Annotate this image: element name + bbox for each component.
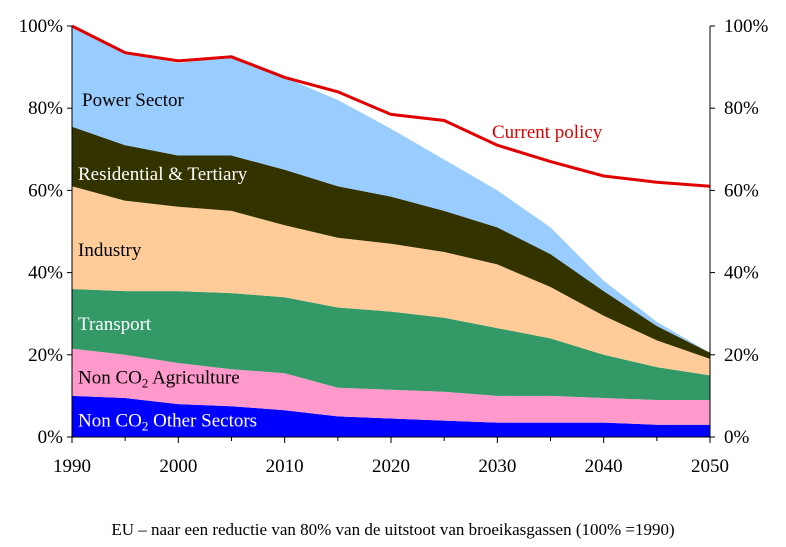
series-label-power-sector: Power Sector <box>82 90 185 111</box>
area-residential-tertiary <box>72 126 710 359</box>
y-tick-label-right: 80% <box>724 98 759 119</box>
x-tick-label: 2050 <box>691 456 729 477</box>
y-tick-label-left: 80% <box>28 98 63 119</box>
x-tick-label: 2010 <box>266 456 304 477</box>
x-tick-label: 2000 <box>159 456 197 477</box>
series-label-non-co2-other-sectors: Non CO2 Other Sectors <box>78 411 257 434</box>
y-tick-label-left: 40% <box>28 263 63 284</box>
current-policy-line <box>71 24 711 188</box>
x-tick-label: 1990 <box>53 456 91 477</box>
y-tick-label-left: 100% <box>19 16 64 37</box>
y-tick-label-right: 60% <box>724 180 759 201</box>
series-label-non-co2-agriculture: Non CO2 Agriculture <box>78 367 240 390</box>
series-labels: Non CO2 Other Sectors Non CO2 Agriculture… <box>78 90 257 434</box>
series-label-transport: Transport <box>78 314 152 335</box>
area-non-co2-other-sectors <box>72 395 710 437</box>
y-tick-label-right: 100% <box>724 16 769 37</box>
area-transport <box>72 289 710 400</box>
x-tick-label: 2020 <box>372 456 410 477</box>
y-tick-label-right: 40% <box>724 263 759 284</box>
area-industry <box>72 186 710 376</box>
current-policy-layer: Current policy <box>71 24 711 188</box>
x-tick-label: 2030 <box>478 456 516 477</box>
axes: 0% 0% 20% 20% 40% 40% 60% 60% 80% 80% 100% 100% 1990… <box>19 16 769 477</box>
chart-caption: EU – naar een reductie van 80% van de ui… <box>111 520 675 539</box>
y-tick-label-right: 0% <box>724 427 750 448</box>
series-label-industry: Industry <box>78 240 142 261</box>
y-tick-label-left: 0% <box>38 427 64 448</box>
area-non-co2-agriculture <box>72 348 710 425</box>
area-power-sector <box>72 26 710 353</box>
y-tick-label-left: 60% <box>28 180 63 201</box>
current-policy-label: Current policy <box>492 122 603 143</box>
x-tick-label: 2040 <box>585 456 623 477</box>
y-tick-label-right: 20% <box>724 345 759 366</box>
area-layers <box>72 26 710 437</box>
y-tick-label-left: 20% <box>28 345 63 366</box>
series-label-residential-tertiary: Residential & Tertiary <box>78 164 248 185</box>
